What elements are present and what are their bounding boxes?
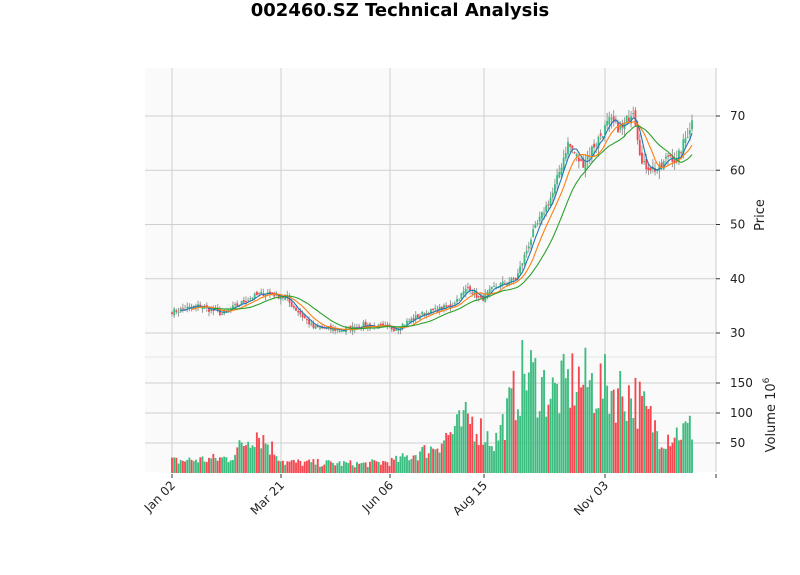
svg-text:30: 30 (730, 326, 745, 340)
svg-text:100: 100 (730, 406, 753, 420)
svg-text:Nov 03: Nov 03 (571, 478, 611, 518)
svg-text:70: 70 (730, 109, 745, 123)
svg-text:Jan 02: Jan 02 (141, 478, 178, 515)
moving-average-lines (180, 117, 693, 332)
volume-axis-label: Volume 106 (762, 377, 779, 452)
svg-text:50: 50 (730, 436, 745, 450)
svg-text:Jun 06: Jun 06 (359, 478, 396, 515)
svg-text:50: 50 (730, 218, 745, 232)
svg-text:Mar 21: Mar 21 (248, 478, 287, 517)
svg-text:60: 60 (730, 163, 745, 177)
svg-text:Aug 15: Aug 15 (450, 478, 490, 518)
svg-text:40: 40 (730, 272, 745, 286)
svg-text:150: 150 (730, 376, 753, 390)
price-axis-label: Price (753, 199, 768, 231)
volume-bars (171, 340, 693, 473)
chart-title: 002460.SZ Technical Analysis (250, 0, 550, 21)
